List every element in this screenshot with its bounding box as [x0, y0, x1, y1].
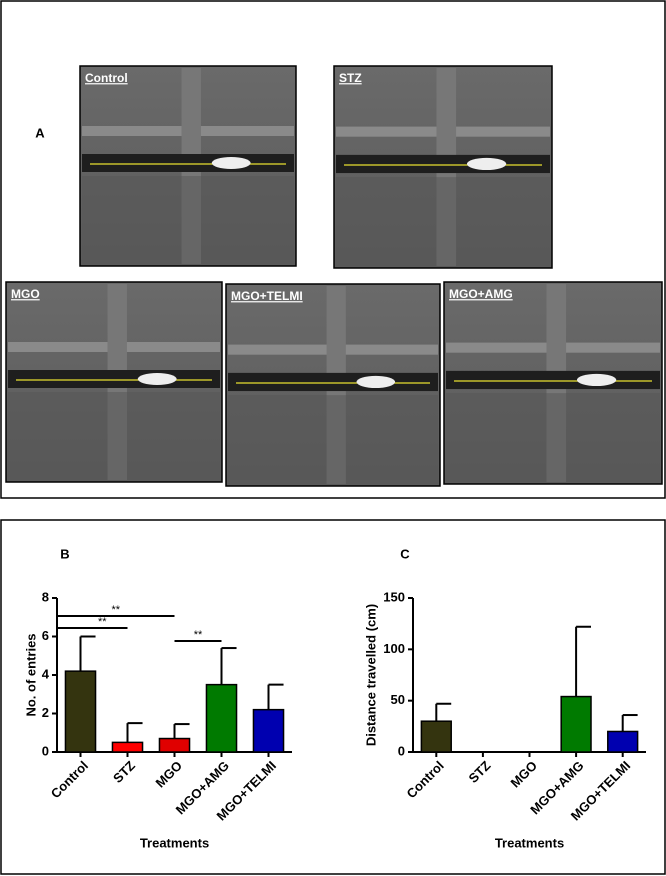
y-tick-label: 150 — [383, 589, 405, 604]
x-tick-label: STZ — [465, 758, 493, 786]
photo-label: Control — [85, 71, 128, 85]
significance-label: ** — [194, 629, 203, 641]
photo-label: MGO+AMG — [449, 287, 513, 301]
x-axis-label: Treatments — [140, 835, 209, 850]
bar — [111, 741, 144, 753]
x-tick-label: Control — [404, 758, 447, 801]
x-tick-label: MGO — [507, 758, 540, 791]
x-axis-label: Treatments — [495, 835, 564, 850]
photo-floor — [82, 176, 294, 264]
x-tick-label: Control — [48, 758, 91, 801]
bar — [607, 730, 639, 753]
error-bar — [575, 625, 592, 697]
y-axis-label: No. of entries — [23, 633, 38, 716]
error-bar — [126, 722, 143, 743]
maze-arm — [336, 154, 550, 174]
y-axis-label: Distance travelled (cm) — [363, 604, 378, 746]
maze-arm — [82, 154, 294, 172]
bar — [158, 737, 191, 753]
error-bar — [173, 723, 190, 739]
photo-label: MGO — [11, 287, 40, 301]
panel-label: B — [60, 546, 69, 561]
bar — [205, 683, 238, 753]
y-tick-label: 0 — [42, 743, 49, 758]
panel-bc-frame — [0, 519, 666, 875]
significance-label: ** — [98, 616, 107, 628]
photo-label: STZ — [339, 71, 362, 85]
photo-floor — [8, 392, 220, 480]
maze-arm — [228, 372, 438, 392]
photo-label: MGO+TELMI — [231, 289, 303, 303]
panel-label: A — [35, 125, 45, 140]
bar — [560, 695, 592, 753]
panel-label: C — [400, 546, 410, 561]
error-bar — [435, 702, 452, 722]
y-tick-label: 8 — [42, 589, 49, 604]
error-bar — [621, 714, 638, 732]
bar — [64, 670, 97, 753]
y-tick-label: 4 — [42, 666, 50, 681]
error-bar — [220, 647, 237, 685]
x-tick-label: STZ — [110, 758, 138, 786]
error-bar — [79, 635, 96, 672]
significance-label: ** — [111, 604, 120, 616]
photo-floor — [446, 393, 660, 482]
panel-a-frame — [0, 0, 666, 499]
mouse — [356, 375, 396, 389]
photo-floor — [228, 395, 438, 484]
mouse — [466, 157, 507, 171]
y-tick-label: 6 — [42, 628, 49, 643]
y-tick-label: 0 — [398, 743, 405, 758]
photo-floor — [336, 177, 550, 266]
bar — [420, 720, 452, 753]
error-bar — [267, 683, 284, 710]
mouse — [211, 157, 251, 169]
y-tick-label: 2 — [42, 705, 49, 720]
maze-arm — [8, 370, 220, 388]
bar — [252, 708, 285, 753]
y-tick-label: 50 — [391, 692, 405, 707]
mouse — [576, 373, 617, 387]
y-tick-label: 100 — [383, 641, 405, 656]
mouse — [137, 373, 177, 385]
maze-arm — [446, 370, 660, 390]
x-tick-label: MGO — [152, 758, 185, 791]
